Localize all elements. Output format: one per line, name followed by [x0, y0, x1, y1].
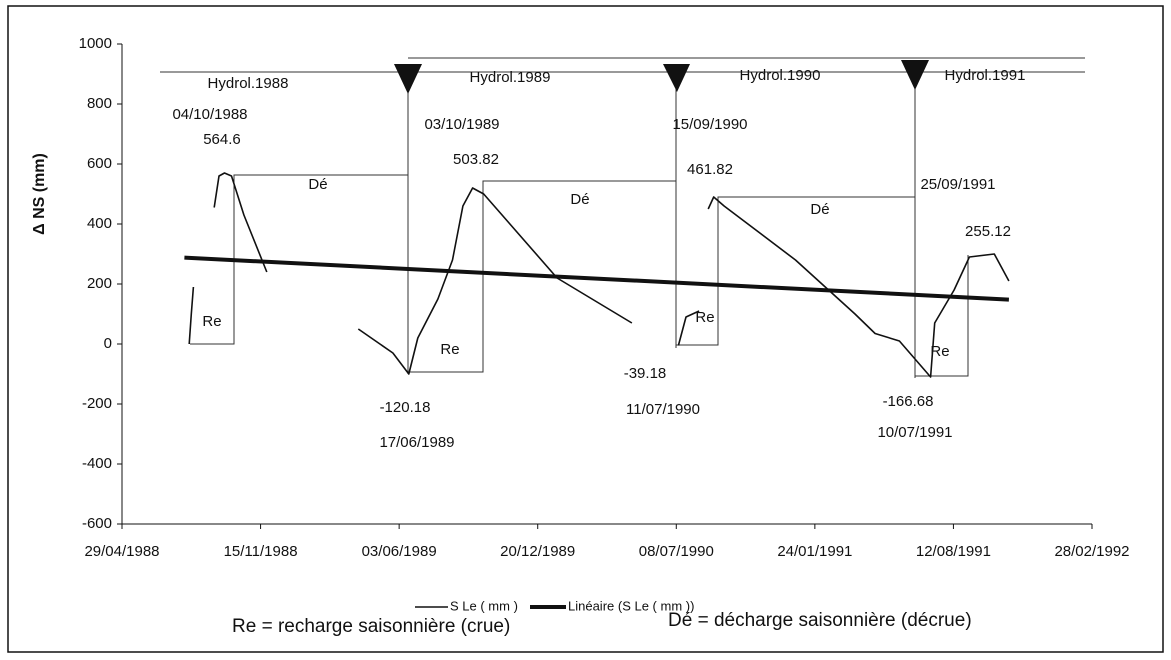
annotation: Dé	[810, 201, 829, 218]
hydrological-markers	[160, 57, 1085, 378]
annotation: 564.6	[203, 131, 241, 148]
footnote: Dé = décharge saisonnière (décrue)	[668, 610, 972, 631]
annotation: Hydrol.1991	[945, 67, 1026, 84]
x-tick-label: 12/08/1991	[916, 543, 991, 560]
y-tick-label: -600	[82, 515, 112, 532]
annotation: 10/07/1991	[877, 424, 952, 441]
x-tick-label: 29/04/1988	[84, 543, 159, 560]
y-tick-label: -400	[82, 455, 112, 472]
annotation: Hydrol.1989	[470, 69, 551, 86]
x-tick-label: 08/07/1990	[639, 543, 714, 560]
legend-label: S Le ( mm )	[450, 598, 518, 613]
annotation: -166.68	[883, 393, 934, 410]
series-line	[184, 255, 1010, 302]
annotation: Hydrol.1990	[740, 67, 821, 84]
annotation: 17/06/1989	[379, 434, 454, 451]
annotation: Dé	[570, 191, 589, 208]
y-tick-label: 200	[87, 275, 112, 292]
annotation: 15/09/1990	[672, 116, 747, 133]
annotation: Dé	[308, 176, 327, 193]
x-tick-label: 15/11/1988	[224, 543, 298, 560]
annotation: 461.82	[687, 161, 733, 178]
annotation: 03/10/1989	[424, 116, 499, 133]
annotation: 503.82	[453, 151, 499, 168]
y-tick-label: 0	[104, 335, 112, 352]
annotation: Re	[930, 343, 949, 360]
y-tick-label: 1000	[79, 35, 112, 52]
annotation: Re	[202, 313, 221, 330]
annotation: Re	[695, 309, 714, 326]
y-tick-label: 800	[87, 95, 112, 112]
y-tick-label: -200	[82, 395, 112, 412]
annotation: 11/07/1990	[626, 401, 700, 418]
annotation: 04/10/1988	[172, 106, 247, 123]
x-tick-label: 20/12/1989	[500, 543, 575, 560]
y-tick-label: 400	[87, 215, 112, 232]
footnote: Re = recharge saisonnière (crue)	[232, 616, 510, 637]
y-axis-label: Δ NS (mm)	[31, 153, 48, 235]
annotation: -120.18	[380, 399, 431, 416]
annotation: Re	[440, 341, 459, 358]
x-tick-label: 24/01/1991	[777, 543, 852, 560]
series-line	[188, 172, 1010, 378]
annotation: 25/09/1991	[920, 176, 995, 193]
x-tick-label: 28/02/1992	[1054, 543, 1129, 560]
frame	[7, 5, 1164, 653]
annotation: -39.18	[624, 365, 667, 382]
x-tick-label: 03/06/1989	[362, 543, 437, 560]
legend-label: Linéaire (S Le ( mm ))	[568, 598, 694, 613]
annotation: Hydrol.1988	[208, 75, 289, 92]
y-tick-label: 600	[87, 155, 112, 172]
annotation: 255.12	[965, 223, 1011, 240]
